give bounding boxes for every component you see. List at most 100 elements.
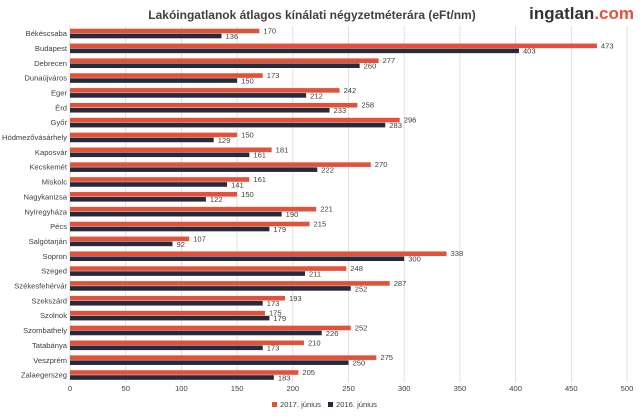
data-label-2017: 181 (276, 145, 289, 154)
bar-2017 (70, 58, 379, 63)
category-label: Dunaújváros (24, 74, 67, 83)
data-label-2017: 252 (355, 323, 368, 332)
bar-2016 (70, 345, 263, 351)
data-label-2017: 215 (314, 220, 327, 229)
bar-2017 (70, 177, 250, 182)
svg-text:ingatlan.com: ingatlan.com (529, 4, 634, 23)
x-tick-label: 350 (454, 384, 467, 393)
bar-2017 (70, 147, 272, 153)
x-tick-label: 50 (121, 384, 129, 393)
data-label-2016: 122 (210, 195, 223, 204)
data-label-2017: 175 (269, 309, 282, 318)
category-label: Pécs (50, 222, 67, 231)
category-labels: Békéscsaba Budapest Debrecen Dunaújváros Ege… (2, 29, 68, 380)
legend: 2017. június 2016. június (272, 400, 377, 409)
bar-2016 (70, 122, 386, 128)
x-tick-label: 300 (398, 384, 411, 393)
data-label-2017: 173 (267, 71, 280, 80)
logo-text: ingatlan (529, 4, 594, 23)
data-label-2017: 258 (361, 101, 374, 110)
data-label-2017: 205 (302, 368, 315, 377)
x-tick-label: 150 (231, 384, 244, 393)
bar-2016 (70, 286, 351, 291)
bar-2016 (70, 360, 349, 365)
x-tick-label: 200 (286, 384, 299, 393)
category-label: Nagykanizsa (24, 192, 68, 201)
data-label-2016: 141 (231, 180, 244, 189)
bar-2016 (70, 78, 238, 83)
ingatlan-logo: ingatlan.com (529, 4, 634, 23)
data-label-2017: 277 (383, 56, 396, 65)
bar-2017 (70, 73, 263, 78)
bar-2016 (70, 211, 282, 217)
legend-swatch (272, 402, 277, 407)
data-label-2016: 129 (218, 136, 231, 145)
data-label-2017: 170 (263, 27, 276, 36)
data-label-2016: 92 (176, 240, 184, 249)
data-label-2016: 173 (267, 299, 280, 308)
bar-2017 (70, 325, 351, 331)
bar-2017 (70, 355, 377, 360)
bar-2017 (70, 370, 299, 375)
category-label: Szombathely (23, 326, 67, 335)
bars (70, 28, 597, 380)
bar-2017 (70, 251, 447, 257)
category-label: Érd (55, 103, 67, 112)
bar-2016 (70, 256, 405, 262)
category-label: Debrecen (34, 59, 67, 68)
data-label-2016: 283 (389, 121, 402, 130)
bar-2017 (70, 102, 358, 108)
data-label-2016: 179 (273, 225, 286, 234)
category-label: Békéscsaba (26, 29, 68, 38)
bar-2016 (70, 226, 270, 232)
category-label: Miskolc (42, 178, 68, 187)
bar-2017 (70, 132, 238, 138)
bar-2016 (70, 330, 322, 336)
bar-2016 (70, 107, 330, 113)
data-label-2016: 300 (408, 255, 421, 264)
gridlines (69, 26, 628, 383)
x-axis-tick-labels: 0 50 100 150 200 250 300 350 400 450 500 (68, 384, 633, 393)
data-label-2016: 183 (278, 373, 291, 382)
bar-2017 (70, 88, 340, 93)
category-label: Budapest (35, 44, 68, 53)
category-label: Székesfehérvár (14, 282, 67, 291)
category-label: Eger (51, 88, 68, 97)
data-label-2016: 260 (364, 62, 377, 71)
data-label-2017: 270 (375, 160, 388, 169)
data-label-2017: 338 (451, 249, 464, 258)
category-label: Győr (51, 118, 68, 127)
logo-accent-text: .com (594, 4, 634, 23)
data-label-2017: 150 (241, 190, 254, 199)
x-tick-label: 250 (342, 384, 355, 393)
bar-2017 (70, 310, 265, 316)
data-label-2016: 222 (321, 166, 334, 175)
data-label-2016: 252 (355, 284, 368, 293)
x-tick-label: 100 (175, 384, 188, 393)
data-label-2017: 242 (344, 86, 357, 95)
bar-2017 (70, 192, 238, 197)
data-label-2016: 150 (241, 76, 254, 85)
bar-2016 (70, 63, 360, 68)
data-label-2017: 193 (289, 294, 302, 303)
x-tick-label: 400 (509, 384, 522, 393)
category-label: Hódmezővásárhely (2, 133, 67, 142)
data-label-2017: 221 (320, 205, 333, 214)
data-label-2017: 473 (601, 41, 614, 50)
bar-2017 (70, 28, 260, 34)
data-labels: 1701364734032772601731502422122582332962… (176, 27, 613, 383)
category-label: Zalaegerszeg (21, 371, 67, 380)
data-label-2016: 233 (334, 106, 347, 115)
bar-2016 (70, 315, 270, 321)
data-label-2016: 161 (253, 151, 266, 160)
bar-2016 (70, 152, 250, 158)
category-label: Szekszárd (32, 296, 67, 305)
data-label-2017: 150 (241, 130, 254, 139)
category-label: Veszprém (33, 356, 67, 365)
data-label-2016: 403 (523, 47, 536, 56)
data-label-2017: 107 (193, 234, 206, 243)
data-label-2016: 226 (326, 329, 339, 338)
data-label-2016: 250 (353, 359, 366, 368)
bar-2016 (70, 300, 263, 306)
x-tick-label: 500 (621, 384, 634, 393)
